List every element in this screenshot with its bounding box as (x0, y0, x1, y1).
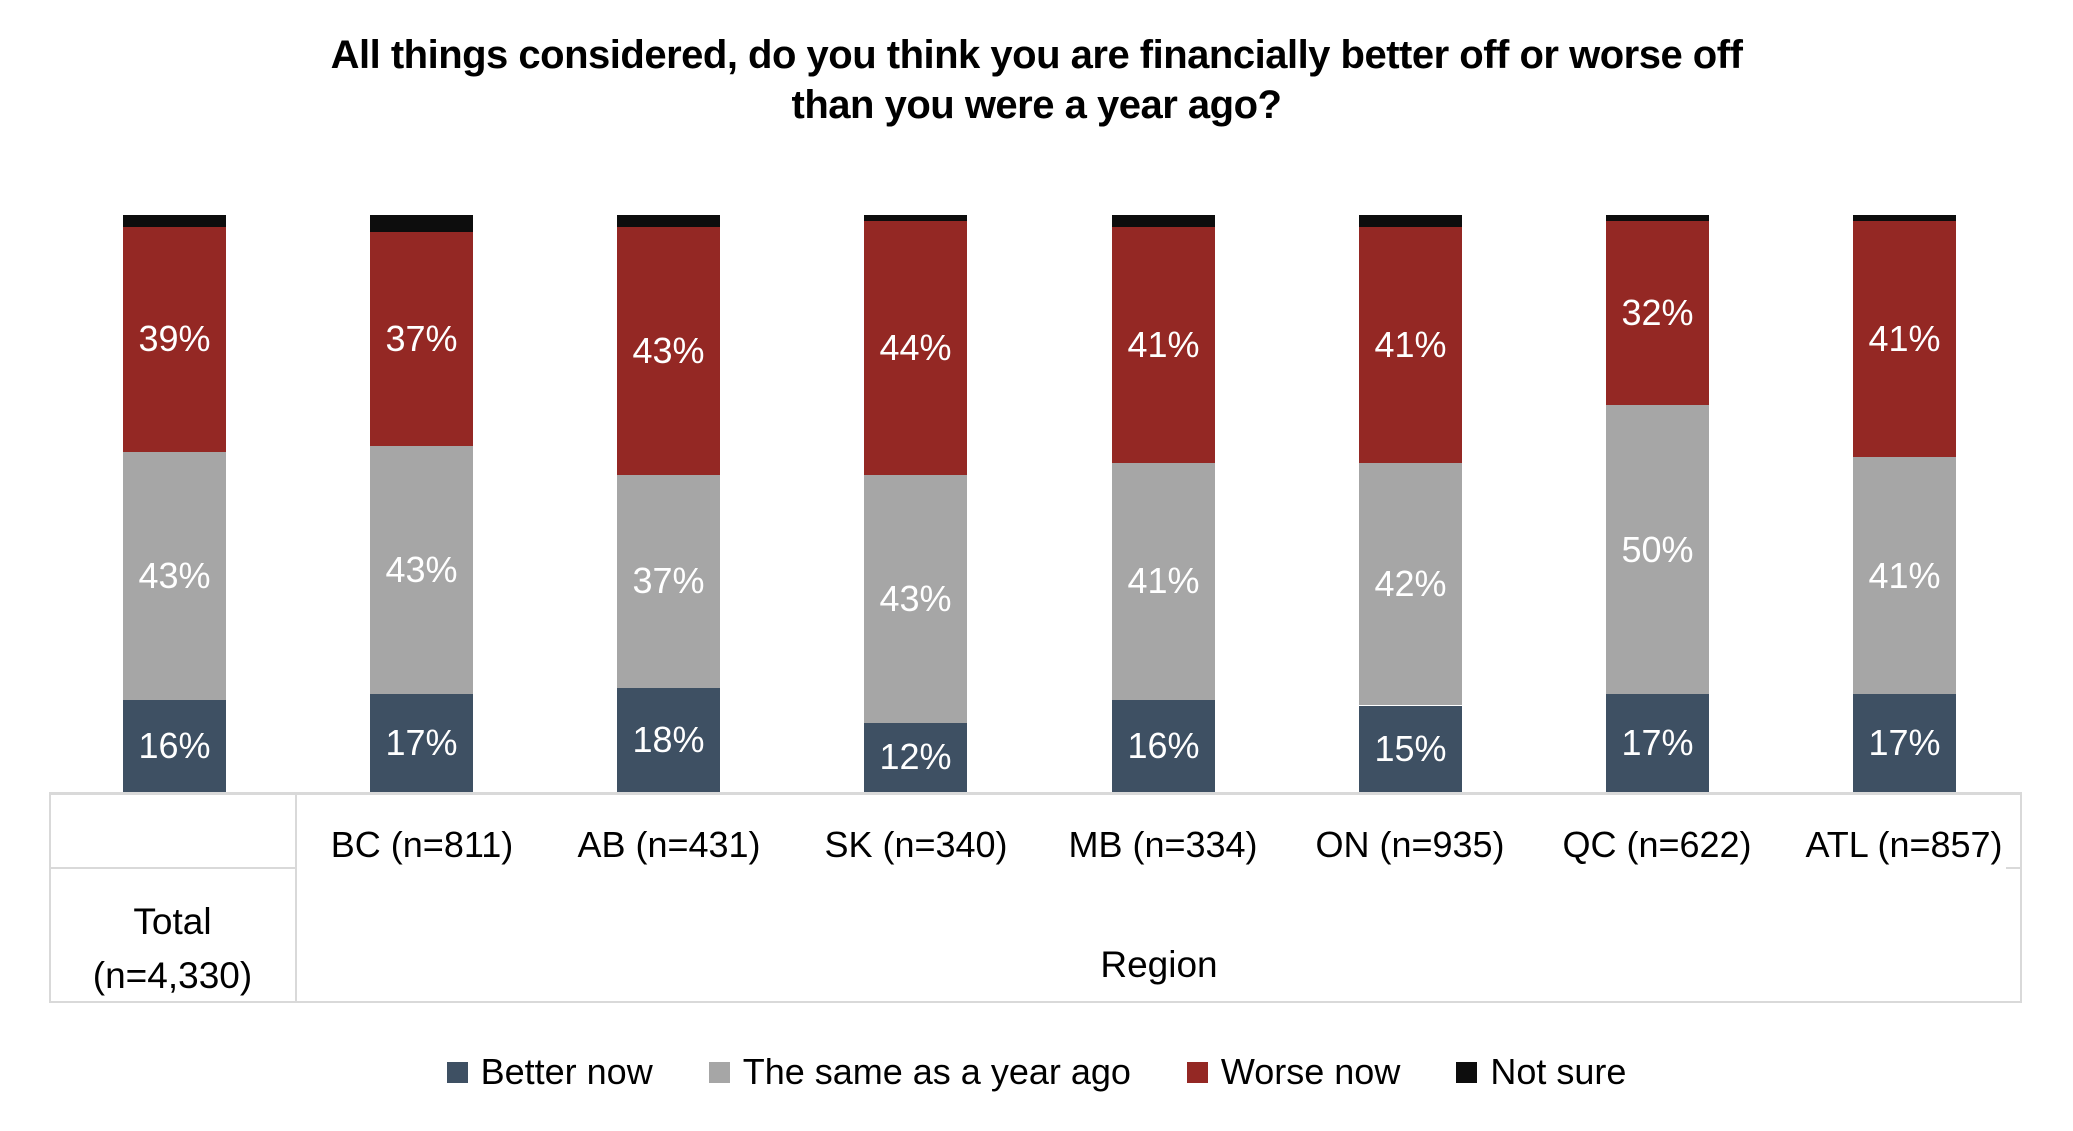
total-label-line-2: (n=4,330) (92, 955, 253, 996)
bar-segment (123, 215, 226, 227)
axis-table-right-border (2020, 792, 2022, 1003)
bar-segment: 12% (864, 722, 967, 792)
segment-value-label: 17% (1868, 721, 1941, 763)
legend: Better now The same as a year ago Worse … (0, 1048, 2073, 1096)
axis-table-top-border (49, 792, 2022, 795)
category-axis-label: MB (n=334) (1068, 824, 1258, 865)
bar-segment: 41% (1112, 463, 1215, 700)
segment-value-label: 41% (1127, 323, 1200, 365)
segment-value-label: 43% (138, 554, 211, 596)
chart-title-line-2: than you were a year ago? (791, 83, 1282, 127)
segment-value-label: 41% (1868, 554, 1941, 596)
legend-item-worse-now: Worse now (1186, 1051, 1401, 1093)
bar-segment: 42% (1359, 463, 1462, 706)
bar-segment: 17% (1606, 693, 1709, 792)
segment-value-label: 42% (1374, 563, 1447, 605)
segment-value-label: 16% (1127, 724, 1200, 766)
legend-item-better-now: Better now (446, 1051, 653, 1093)
segment-value-label: 37% (385, 318, 458, 360)
bar-segment: 41% (1359, 226, 1462, 464)
legend-label-not-sure: Not sure (1490, 1051, 1627, 1092)
segment-value-label: 41% (1868, 318, 1941, 360)
bar-segment: 16% (123, 699, 226, 792)
segment-value-label: 41% (1374, 323, 1447, 365)
bar-segment (864, 215, 967, 221)
bar-segment: 41% (1853, 457, 1956, 694)
bar-segment: 41% (1853, 220, 1956, 458)
bar-segment: 17% (370, 693, 473, 792)
better-now-swatch-icon (446, 1061, 468, 1083)
chart-title: All things considered, do you think you … (0, 30, 2073, 130)
segment-value-label: 43% (385, 548, 458, 590)
segment-value-label: 39% (138, 318, 211, 359)
bar-segment: 18% (617, 688, 720, 792)
category-axis-label: BC (n=811) (330, 824, 514, 865)
bar-segment (1359, 215, 1462, 227)
bar-segment: 50% (1606, 405, 1709, 694)
not-sure-swatch-icon (1456, 1061, 1478, 1083)
segment-value-label: 18% (632, 719, 705, 761)
bar-segment: 15% (1359, 705, 1462, 792)
segment-value-label: 43% (879, 577, 952, 619)
legend-item-same: The same as a year ago (708, 1051, 1131, 1093)
bar-segment: 16% (1112, 699, 1215, 792)
category-axis-label: AB (n=431) (577, 824, 761, 865)
segment-value-label: 12% (879, 736, 952, 778)
chart-title-line-1: All things considered, do you think you … (330, 33, 1743, 77)
segment-value-label: 50% (1621, 528, 1694, 570)
bar-segment: 43% (864, 474, 967, 723)
segment-value-label: 32% (1621, 292, 1694, 334)
category-axis-label: SK (n=340) (824, 824, 1008, 865)
legend-item-not-sure: Not sure (1456, 1051, 1626, 1093)
bar-segment (1606, 215, 1709, 221)
segment-value-label: 41% (1127, 560, 1200, 602)
bar-segment: 39% (123, 226, 226, 452)
total-region-divider (295, 792, 297, 1003)
bar-segment (1853, 215, 1956, 221)
segment-value-label: 43% (632, 329, 705, 371)
bar-segment (617, 215, 720, 227)
bar-segment: 37% (617, 474, 720, 689)
category-axis-label: ATL (n=857) (1805, 824, 2003, 865)
bar-segment: 44% (864, 220, 967, 475)
axis-table-bottom-border (49, 1001, 2022, 1003)
bar-segment: 37% (370, 232, 473, 446)
right-border-tier-tick (2006, 867, 2022, 869)
same-as-year-ago-swatch-icon (708, 1061, 730, 1083)
bar-segment: 43% (370, 445, 473, 694)
bar-segment (370, 215, 473, 233)
total-label-line-1: Total (133, 901, 212, 942)
bar-segment: 43% (617, 226, 720, 475)
segment-value-label: 37% (632, 560, 705, 602)
bar-segment: 41% (1112, 226, 1215, 464)
segment-value-label: 16% (138, 724, 211, 766)
segment-value-label: 17% (1621, 721, 1694, 763)
category-axis-label: QC (n=622) (1562, 824, 1752, 865)
segment-value-label: 44% (879, 326, 952, 368)
bar-segment: 32% (1606, 220, 1709, 406)
bar-segment: 17% (1853, 693, 1956, 792)
total-column-tier-divider (49, 867, 297, 869)
segment-value-label: 15% (1374, 727, 1447, 769)
region-group-label: Region (1100, 944, 1218, 985)
bar-segment (1112, 215, 1215, 227)
total-category-label: Total (n=4,330) (49, 895, 296, 1003)
legend-label-worse-now: Worse now (1220, 1051, 1401, 1092)
legend-label-better-now: Better now (480, 1051, 653, 1092)
bar-segment: 43% (123, 451, 226, 700)
segment-value-label: 17% (385, 721, 458, 763)
category-axis-label: ON (n=935) (1315, 824, 1505, 865)
axis-table-left-border (49, 792, 51, 1003)
legend-label-same: The same as a year ago (742, 1051, 1131, 1092)
worse-now-swatch-icon (1186, 1061, 1208, 1083)
